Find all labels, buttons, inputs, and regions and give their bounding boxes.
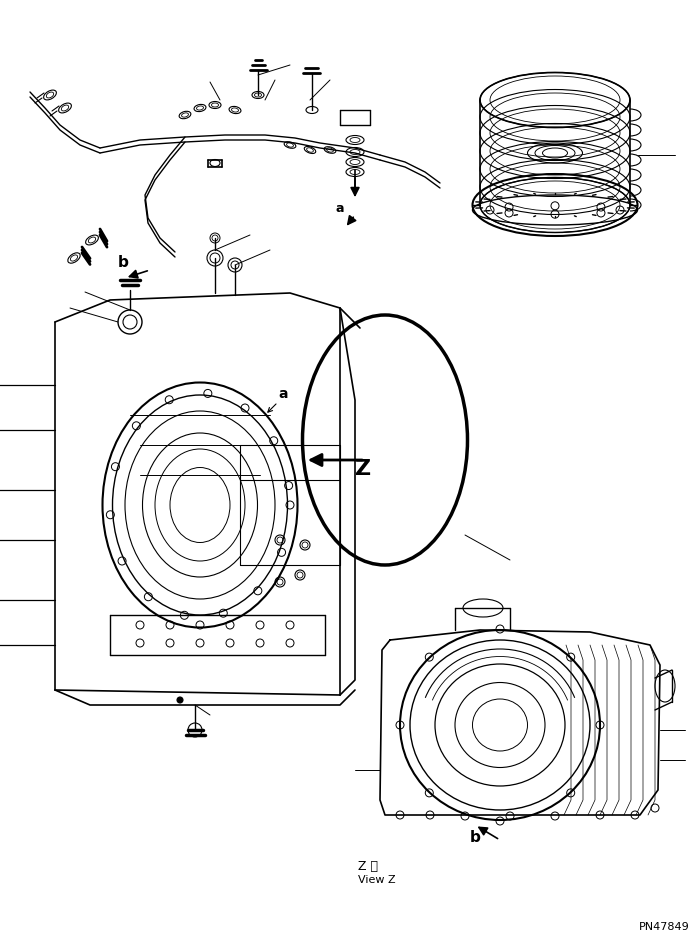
- Text: a: a: [335, 202, 343, 215]
- Circle shape: [177, 697, 183, 703]
- Text: PN47849: PN47849: [640, 922, 690, 932]
- Text: View Z: View Z: [358, 875, 396, 885]
- Text: b: b: [470, 830, 481, 845]
- Text: Z: Z: [355, 459, 371, 479]
- Text: b: b: [118, 255, 129, 270]
- Text: a: a: [278, 387, 287, 401]
- Text: Z 視: Z 視: [358, 860, 378, 873]
